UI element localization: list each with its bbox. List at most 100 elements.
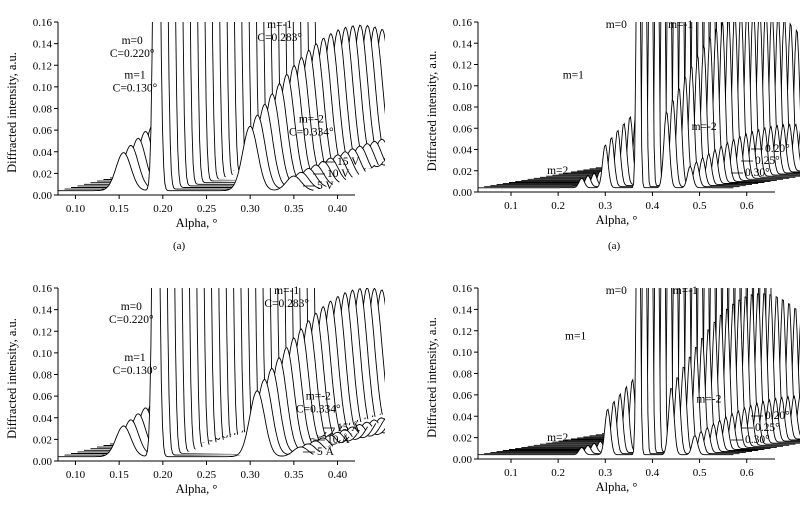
x-tick-label: 0.4: [646, 467, 660, 479]
peak-order-label: m=1: [565, 330, 586, 342]
x-tick-label: 0.40: [328, 203, 348, 215]
y-tick-label: 0.08: [453, 369, 473, 381]
stack-label: 0.20°: [765, 410, 790, 422]
y-tick-label: 0.10: [33, 82, 53, 94]
y-tick-label: 0.14: [453, 304, 473, 316]
peak-order-label: m=0: [606, 19, 627, 31]
peak-center-label: C=0.130°: [113, 83, 158, 95]
x-tick-label: 0.3: [598, 467, 612, 479]
stack-label: 0.20°: [765, 143, 790, 155]
y-tick-label: 0.10: [33, 348, 53, 360]
y-tick-label: 0.02: [33, 434, 52, 446]
stack-label: 0.25°: [755, 422, 780, 434]
peak-center-label: C=0.220°: [110, 48, 155, 60]
y-tick-label: 0.12: [453, 326, 472, 338]
stack-label: 15 Å: [337, 420, 360, 434]
series-line: [490, 22, 746, 187]
x-axis-label: Alpha, °: [596, 480, 638, 494]
y-tick-label: 0.00: [453, 187, 473, 199]
peak-order-label: m=-2: [696, 393, 721, 405]
series-line: [478, 22, 734, 189]
peak-center-label: C=0.334°: [289, 127, 334, 139]
peak-order-label: m=-1: [267, 19, 292, 31]
x-tick-label: 0.2: [551, 200, 565, 212]
peak-order-label: m=-1: [673, 285, 698, 297]
peak-order-label: m=1: [563, 69, 584, 81]
y-tick-label: 0.04: [33, 147, 53, 159]
stack-label: 10 Å: [327, 432, 350, 446]
stack-label: 5 Å: [317, 444, 335, 458]
peak-center-label: C=0.220°: [109, 314, 154, 326]
y-axis-label: Diffracted intensity, a.u.: [425, 317, 439, 438]
peak-order-label: m=-2: [692, 121, 717, 133]
plot-area: [58, 22, 385, 192]
chart-panel-top-right: 0.00 0.02 0.04 0.06 0.08 0.10 0.12 0.14 0.16 0.1 0…: [400, 0, 800, 250]
x-tick-label: 0.20: [153, 203, 173, 215]
chart-svg-bottom-right: 0.00 0.02 0.04 0.06 0.08 0.10 0.12 0.14 0.16 0.1 0…: [425, 283, 800, 494]
peak-order-label: m=2: [547, 432, 568, 444]
y-tick-label: 0.08: [453, 102, 473, 114]
y-tick-label: 0.08: [33, 104, 53, 116]
y-tick-label: 0.06: [33, 391, 53, 403]
y-tick-label: 0.04: [453, 411, 473, 423]
x-tick-label: 0.30: [241, 203, 261, 215]
x-tick-label: 0.15: [110, 203, 130, 215]
series-line: [478, 288, 734, 456]
peak-center-label: C=0.130°: [113, 365, 158, 377]
peak-order-label: m=0: [606, 285, 627, 297]
y-tick-label: 0.06: [33, 125, 53, 137]
y-tick-label: 0.14: [453, 38, 473, 50]
plot-area: [478, 288, 800, 456]
y-tick-label: 0.12: [453, 60, 472, 72]
peak-order-label: m=0: [121, 301, 142, 313]
peak-order-label: m=1: [124, 70, 145, 82]
stack-label: 5 V: [317, 180, 334, 192]
y-tick-label: 0.06: [453, 123, 473, 135]
y-tick-label: 0.12: [33, 326, 52, 338]
y-tick-label: 0.06: [453, 390, 473, 402]
y-tick-label: 0.02: [33, 168, 52, 180]
x-tick-label: 0.3: [598, 200, 612, 212]
peak-order-label: m=-1: [274, 285, 299, 297]
series-line: [58, 288, 314, 458]
peak-order-label: m=2: [547, 165, 568, 177]
series-line: [484, 22, 740, 188]
plot-area: [478, 22, 800, 189]
x-tick-label: 0.20: [153, 469, 173, 481]
x-tick-label: 0.10: [66, 203, 86, 215]
x-axis-label: Alpha, °: [176, 216, 218, 230]
series-line: [58, 22, 314, 192]
peak-order-label: m=-2: [299, 114, 324, 126]
series-line: [496, 22, 752, 186]
x-tick-label: 0.40: [328, 469, 348, 481]
x-tick-label: 0.10: [66, 469, 86, 481]
y-axis-label: Diffracted intensity, a.u.: [5, 318, 19, 439]
y-tick-label: 0.14: [33, 305, 53, 317]
y-tick-label: 0.02: [453, 433, 472, 445]
y-tick-label: 0.08: [33, 370, 53, 382]
x-axis-label: Alpha, °: [596, 213, 638, 227]
x-tick-label: 0.35: [284, 203, 304, 215]
x-tick-label: 0.15: [110, 469, 130, 481]
stack-label: 0.30°: [745, 167, 770, 179]
stack-label: 10 V: [327, 168, 350, 180]
y-tick-label: 0.00: [33, 190, 53, 202]
series-line: [502, 22, 759, 185]
stack-label: 0.25°: [755, 155, 780, 167]
chart-svg-top-left: 0.00 0.02 0.04 0.06 0.08 0.10 0.12 0.14 0.16 0.10…: [5, 17, 385, 230]
chart-svg-bottom-left: 0.00 0.02 0.04 0.06 0.08 0.10 0.12 0.14 0.16 0.10…: [5, 283, 385, 496]
x-tick-label: 0.35: [284, 469, 304, 481]
y-axis-label: Diffracted intensity, a.u.: [425, 51, 439, 172]
x-tick-label: 0.1: [504, 200, 518, 212]
peak-center-label: C=0.283°: [257, 32, 302, 44]
chart-panel-top-left: 0.00 0.02 0.04 0.06 0.08 0.10 0.12 0.14 0.16 0.10…: [0, 0, 400, 250]
peak-order-label: m=0: [122, 35, 143, 47]
peak-order-label: m=-1: [668, 19, 693, 31]
x-tick-label: 0.25: [197, 469, 217, 481]
chart-panel-bottom-right: 0.00 0.02 0.04 0.06 0.08 0.10 0.12 0.14 0.16 0.1 0…: [400, 268, 800, 507]
y-tick-label: 0.00: [33, 456, 53, 468]
x-tick-label: 0.30: [241, 469, 261, 481]
caption-top-right: (a): [608, 240, 621, 252]
y-tick-label: 0.12: [33, 60, 52, 72]
stack-label: 15 V: [337, 156, 360, 168]
